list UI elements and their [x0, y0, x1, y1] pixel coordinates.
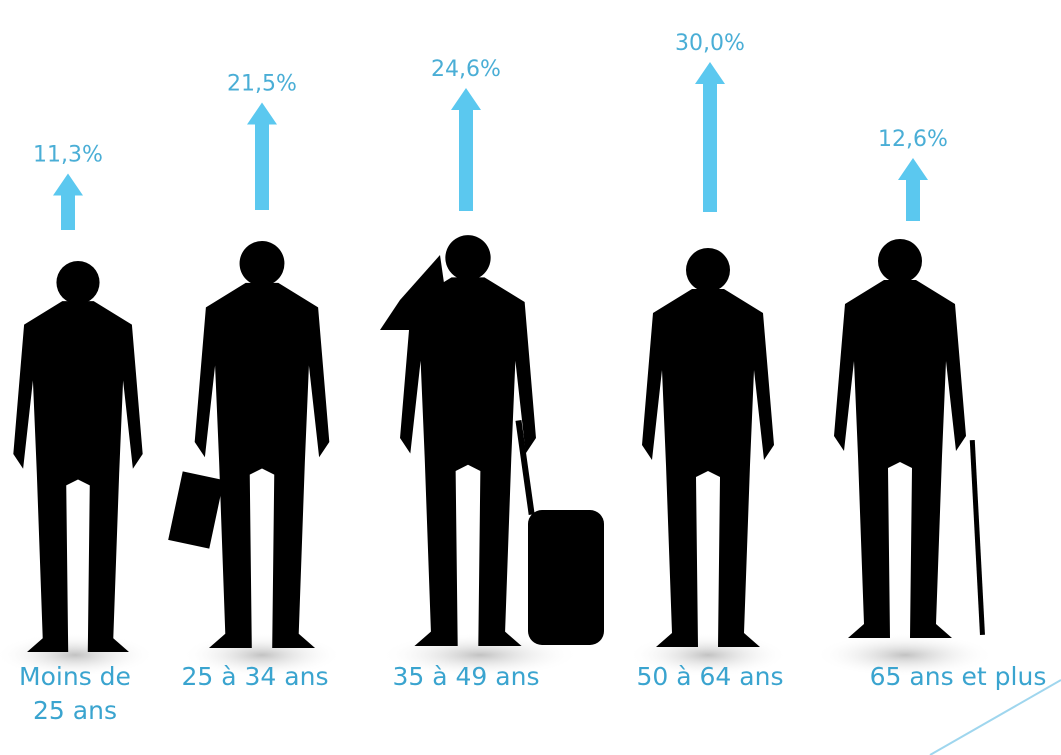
person	[13, 260, 143, 652]
silhouettes	[13, 235, 985, 652]
person	[642, 248, 774, 647]
value-label: 11,3%	[33, 143, 103, 168]
value-label: 12,6%	[878, 127, 948, 152]
person	[194, 241, 330, 649]
decor-line	[929, 679, 1061, 755]
suitcase	[528, 510, 604, 645]
arrow	[247, 102, 277, 210]
value-label: 24,6%	[431, 57, 501, 82]
cane	[969, 439, 985, 635]
arrow	[898, 158, 928, 221]
category-label: 35 à 49 ans	[392, 662, 540, 691]
person	[834, 239, 966, 638]
arrow	[451, 88, 481, 211]
handle	[515, 420, 535, 515]
arrow	[53, 173, 83, 230]
category-label: 25 à 34 ans	[181, 662, 329, 691]
value-label: 21,5%	[227, 72, 297, 97]
value-label: 30,0%	[675, 31, 745, 56]
arrow	[695, 62, 725, 212]
category-label: 50 à 64 ans	[636, 662, 784, 691]
arm	[380, 255, 445, 330]
category-label: Moins de 25 ans	[19, 662, 131, 725]
category-label: 65 ans et plus	[869, 662, 1047, 691]
briefcase	[168, 471, 224, 549]
